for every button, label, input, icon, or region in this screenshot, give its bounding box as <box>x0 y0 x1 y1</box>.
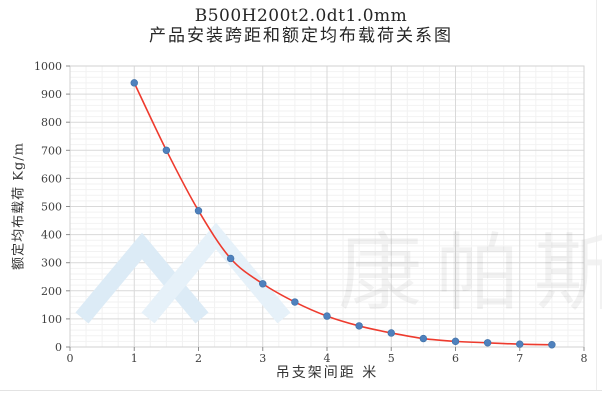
y-tick-label: 1000 <box>34 60 62 73</box>
chart-subtitle: 产品安装跨距和额定均布载荷关系图 <box>149 26 453 46</box>
data-point <box>548 341 556 349</box>
mountain-logo-icon <box>75 232 209 324</box>
right-divider <box>596 0 597 390</box>
y-tick-label: 100 <box>41 313 62 326</box>
data-point <box>162 146 171 155</box>
y-tick-label: 0 <box>55 341 62 354</box>
data-point <box>291 298 299 306</box>
mountain-logo-icon <box>141 222 291 324</box>
data-point <box>226 254 235 263</box>
y-tick-label: 500 <box>41 201 62 214</box>
y-tick-label: 900 <box>41 88 62 101</box>
data-point <box>323 312 331 320</box>
y-tick-label: 800 <box>41 116 62 129</box>
x-tick-label: 7 <box>516 352 523 365</box>
x-tick-label: 2 <box>195 352 202 365</box>
data-point <box>130 79 138 87</box>
x-tick-label: 8 <box>581 352 588 365</box>
data-point <box>451 337 460 346</box>
data-point <box>355 322 363 330</box>
x-tick-label: 3 <box>259 352 266 365</box>
chart-title: B500H200t2.0dt1.0mm <box>194 6 408 26</box>
bottom-divider <box>0 390 602 391</box>
data-point <box>387 329 395 337</box>
x-tick-label: 1 <box>131 352 138 365</box>
x-tick-label: 6 <box>452 352 459 365</box>
x-tick-label: 5 <box>388 352 395 365</box>
data-point <box>516 340 524 348</box>
data-layer <box>130 79 556 349</box>
x-tick-label: 0 <box>67 352 74 365</box>
y-tick-label: 400 <box>41 229 62 242</box>
data-point <box>483 339 492 347</box>
watermark-layer: 康帕斯 <box>75 222 602 324</box>
x-axis-title: 吊支架间距 米 <box>275 365 379 381</box>
watermark-text: 康帕斯 <box>338 224 602 322</box>
x-tick-label: 4 <box>324 352 331 365</box>
data-point <box>194 207 203 215</box>
y-tick-label: 200 <box>41 285 62 298</box>
axis-label-layer: 0 1 2 3 4 5 6 7 8 0 100 200 300 400 500 600 700 800 900 100… <box>34 60 588 365</box>
data-point <box>259 280 267 288</box>
y-tick-label: 700 <box>41 144 62 157</box>
y-tick-label: 300 <box>41 257 62 270</box>
chart-header: B500H200t2.0dt1.0mm 产品安装跨距和额定均布载荷关系图 <box>0 6 602 47</box>
y-tick-label: 600 <box>41 172 62 185</box>
y-axis-title: 额定均布载荷 Kg/m <box>11 142 27 270</box>
data-point <box>419 334 428 343</box>
